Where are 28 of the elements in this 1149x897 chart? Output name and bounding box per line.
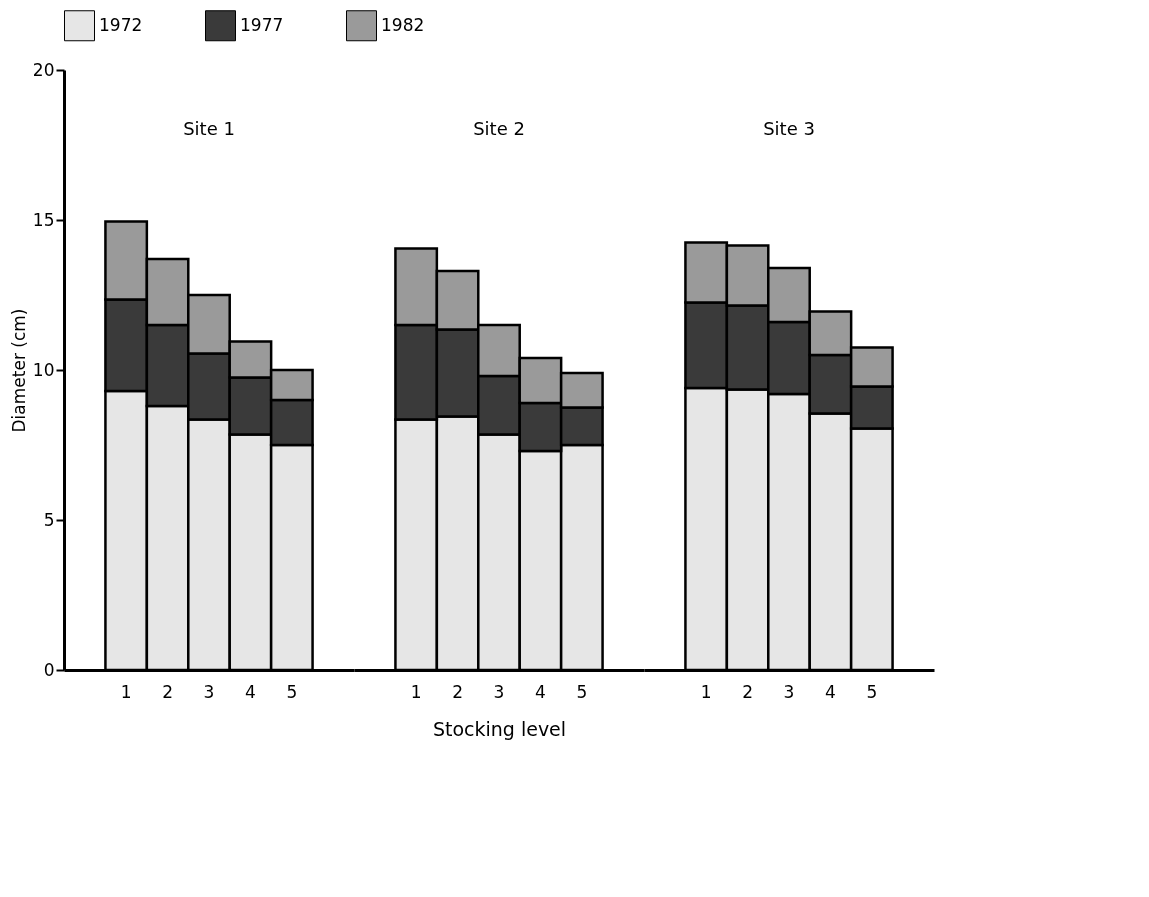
x-tick-label: 5: [576, 681, 588, 702]
y-tick-label: 0: [43, 659, 55, 680]
legend-label: 1977: [240, 14, 284, 35]
legend-label: 1972: [99, 14, 143, 35]
x-tick-label: 1: [700, 681, 712, 702]
x-axis-title: Stocking level: [432, 717, 567, 740]
x-tick-label: 2: [742, 681, 753, 702]
x-tick-label: 4: [825, 681, 836, 702]
x-tick-label: 4: [535, 681, 546, 702]
x-tick-label: 5: [866, 681, 878, 702]
x-tick-label: 3: [493, 681, 505, 702]
x-tick-label: 3: [203, 681, 215, 702]
annotation: Site 2: [473, 118, 525, 139]
x-tick-label: 5: [286, 681, 298, 702]
x-tick-label: 1: [120, 681, 132, 702]
annotation: Site 3: [763, 118, 815, 139]
x-tick-label: 2: [162, 681, 173, 702]
y-tick-label: 10: [32, 359, 55, 380]
x-tick-label: 4: [245, 681, 256, 702]
x-tick-label: 3: [783, 681, 795, 702]
y-axis-title: Diameter (cm): [8, 308, 29, 433]
y-tick-label: 15: [32, 209, 55, 230]
x-tick-label: 2: [452, 681, 463, 702]
y-tick-label: 20: [32, 59, 55, 80]
y-tick-label: 5: [43, 509, 55, 530]
annotation: Site 1: [183, 118, 235, 139]
x-tick-label: 1: [410, 681, 422, 702]
legend-label: 1982: [381, 14, 425, 35]
